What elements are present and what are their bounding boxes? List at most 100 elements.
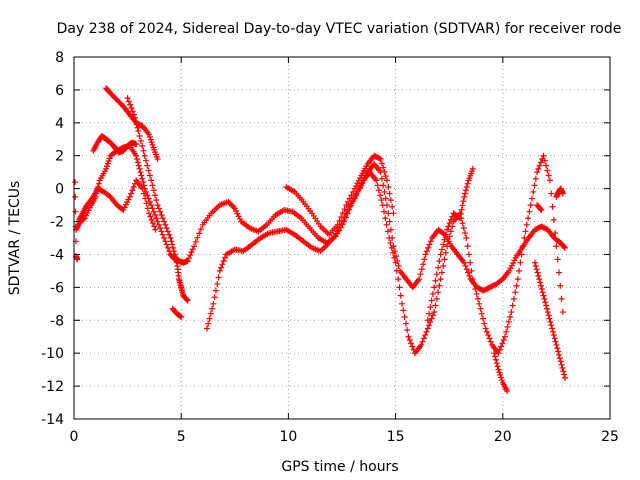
data-point	[420, 335, 427, 342]
data-point	[503, 328, 510, 335]
data-point	[402, 320, 409, 327]
data-point	[377, 192, 384, 199]
data-point	[514, 276, 521, 283]
data-point	[535, 272, 542, 279]
data-point	[405, 333, 412, 340]
data-point	[526, 208, 533, 215]
data-point	[395, 276, 402, 283]
data-point	[462, 230, 469, 237]
data-point	[519, 243, 526, 250]
data-point	[459, 220, 466, 227]
data-point	[380, 182, 387, 189]
data-point	[385, 210, 392, 217]
data-point	[469, 276, 476, 283]
plot-frame	[73, 56, 611, 420]
data-point	[379, 202, 386, 209]
data-point	[183, 296, 190, 303]
data-point	[136, 132, 143, 139]
data-point	[150, 208, 157, 215]
data-point	[433, 295, 440, 302]
data-point	[506, 267, 513, 274]
data-point	[146, 133, 153, 140]
data-point	[435, 264, 442, 271]
data-point	[472, 286, 479, 293]
data-point	[219, 261, 226, 268]
data-point	[376, 155, 383, 162]
data-point	[383, 221, 390, 228]
data-point	[148, 216, 155, 223]
data-point	[429, 290, 436, 297]
data-point	[465, 269, 472, 276]
data-point	[139, 175, 146, 182]
data-point	[500, 337, 507, 344]
data-point	[353, 183, 360, 190]
data-point	[154, 156, 161, 163]
data-point	[233, 208, 240, 215]
data-point	[350, 188, 357, 195]
data-point	[350, 197, 357, 204]
data-point	[167, 235, 174, 241]
series-track-j	[491, 350, 511, 395]
y-tick-label: -6	[50, 280, 64, 296]
data-point	[380, 164, 387, 171]
series-track-a	[73, 142, 568, 294]
data-point	[357, 183, 364, 190]
data-point	[124, 199, 131, 206]
data-point	[158, 228, 165, 235]
data-point	[553, 243, 560, 250]
data-point	[424, 325, 431, 332]
data-point	[465, 251, 472, 258]
data-point	[149, 141, 156, 148]
data-point	[508, 262, 515, 269]
y-axis-label: SDTVAR / TECUs	[7, 181, 23, 296]
data-point	[436, 282, 443, 289]
data-point	[447, 216, 454, 223]
data-point	[178, 313, 185, 320]
data-point	[476, 300, 483, 307]
data-point	[532, 262, 539, 269]
data-point	[106, 155, 113, 162]
data-point	[554, 345, 561, 352]
data-point	[121, 204, 128, 211]
data-point	[203, 325, 210, 332]
data-point	[147, 136, 154, 143]
data-point	[471, 281, 478, 288]
data-point	[191, 243, 198, 250]
x-tick-label: 0	[70, 429, 79, 445]
x-tick-label: 10	[279, 429, 297, 445]
data-point	[558, 295, 565, 302]
data-point	[153, 215, 160, 222]
data-point	[188, 249, 195, 256]
data-point	[351, 193, 358, 200]
data-point	[539, 289, 546, 296]
data-point	[124, 95, 131, 102]
data-point	[432, 277, 439, 284]
data-point	[127, 101, 134, 108]
data-point	[548, 190, 555, 197]
axis-ticks: -14 -12 -10 -8 -6 -4 -2 0 2 4 6 8 0 5 10 15 20 25	[41, 50, 619, 445]
data-point	[386, 190, 393, 197]
data-point	[211, 294, 218, 301]
data-point	[437, 276, 444, 283]
data-point	[210, 300, 217, 307]
data-point	[164, 228, 171, 235]
data-point	[197, 226, 204, 233]
data-point	[460, 225, 467, 232]
data-point	[498, 374, 505, 381]
y-tick-label: 8	[55, 50, 64, 66]
data-point	[346, 203, 353, 210]
data-point	[446, 233, 453, 240]
data-point	[401, 313, 408, 320]
data-point	[126, 193, 133, 200]
series-track-n	[534, 202, 545, 214]
data-point	[559, 190, 566, 197]
data-point	[537, 282, 544, 289]
data-point	[437, 251, 444, 258]
data-point	[498, 343, 505, 350]
data-point	[187, 252, 194, 259]
data-point	[205, 320, 212, 327]
data-point	[469, 165, 476, 172]
data-point	[496, 346, 503, 353]
x-axis-label: GPS time / hours	[281, 459, 398, 475]
